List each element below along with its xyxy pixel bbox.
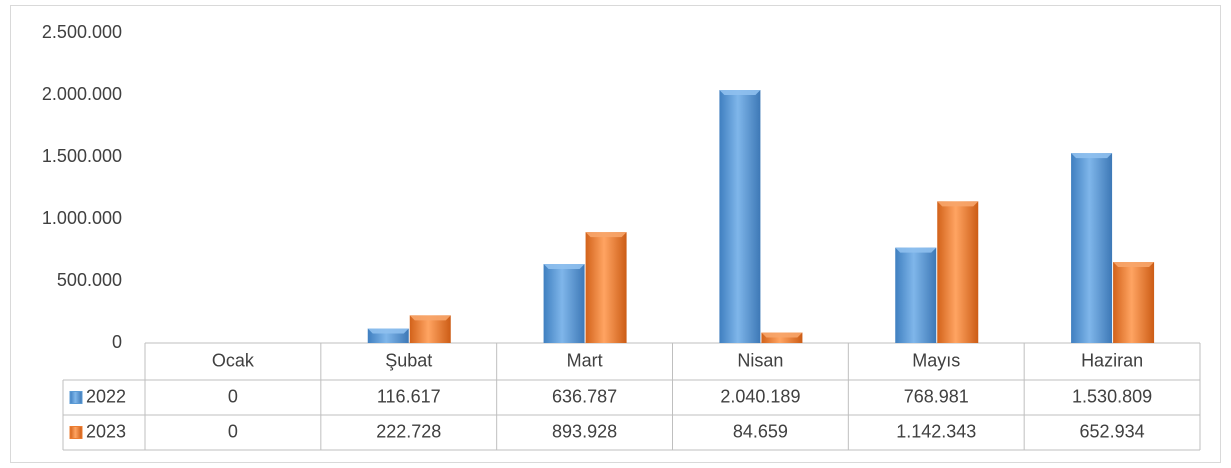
bar	[1071, 153, 1113, 343]
category-label: Nisan	[737, 350, 783, 370]
bar	[719, 90, 761, 343]
category-label: Şubat	[385, 350, 432, 370]
bar	[585, 232, 627, 343]
table-value: 0	[228, 421, 238, 441]
table-value: 768.981	[904, 386, 969, 406]
table-value: 1.142.343	[896, 421, 976, 441]
table-value: 1.530.809	[1072, 386, 1152, 406]
bar-cap	[1113, 262, 1155, 268]
table-value: 0	[228, 386, 238, 406]
y-tick-label: 500.000	[57, 270, 122, 290]
bar-cap	[409, 315, 451, 321]
table-value: 84.659	[733, 421, 788, 441]
table-value: 2.040.189	[720, 386, 800, 406]
bar	[895, 247, 937, 343]
chart-frame	[10, 5, 1221, 463]
legend-marker	[69, 426, 83, 439]
table-value: 222.728	[376, 421, 441, 441]
category-label: Haziran	[1081, 350, 1143, 370]
y-tick-label: 2.000.000	[42, 84, 122, 104]
table-value: 116.617	[377, 386, 441, 406]
legend-label: 2022	[86, 386, 126, 406]
bar	[543, 264, 585, 343]
legend-marker	[69, 391, 83, 404]
y-tick-label: 2.500.000	[42, 22, 122, 42]
bar	[761, 332, 803, 343]
category-label: Mayıs	[912, 350, 960, 370]
bar-cap	[585, 232, 627, 238]
legend-label: 2023	[86, 421, 126, 441]
bar-cap	[543, 264, 585, 270]
table-value: 636.787	[552, 386, 617, 406]
table-value: 893.928	[552, 421, 617, 441]
bar-cap	[367, 328, 409, 334]
category-label: Ocak	[212, 350, 255, 370]
y-tick-label: 1.500.000	[42, 146, 122, 166]
category-label: Mart	[567, 350, 603, 370]
bar	[1113, 262, 1155, 343]
bar	[937, 201, 979, 343]
bar-cap	[1071, 153, 1113, 159]
bar-cap	[719, 90, 761, 96]
y-tick-label: 0	[112, 332, 122, 352]
table-value: 652.934	[1080, 421, 1145, 441]
bar-cap	[937, 201, 979, 207]
bar-cap	[761, 332, 803, 338]
bar-cap	[895, 247, 937, 253]
y-tick-label: 1.000.000	[42, 208, 122, 228]
